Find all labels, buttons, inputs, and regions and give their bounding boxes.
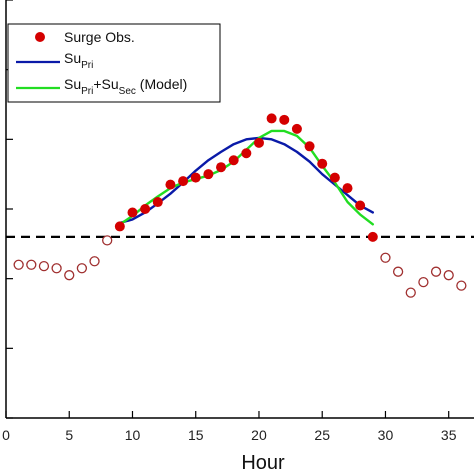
legend: Surge Obs. SuPri SuPri+SuSec (Model) [7,23,221,103]
obs-point-13 [279,114,290,125]
obs-point-4 [165,179,176,190]
obs-point-6 [190,172,201,183]
obs-open-point-1 [26,259,37,270]
obs-point-1 [127,207,138,218]
x-tick-label-2: 10 [125,427,141,443]
x-tick-label-1: 5 [65,427,73,443]
legend-model-suffix: (Model) [136,76,187,92]
obs-point-7 [203,169,214,180]
obs-open-point-12 [430,266,442,277]
obs-point-8 [216,162,227,173]
obs-point-9 [228,155,239,166]
legend-supri-main: Su [64,50,81,66]
obs-point-0 [114,221,125,232]
obs-point-19 [355,200,366,211]
obs-point-17 [329,172,340,183]
obs-open-point-7 [102,235,113,246]
x-tick-label-7: 35 [441,427,457,443]
legend-label-supri: SuPri [64,50,93,71]
x-tick-label-6: 30 [378,427,394,443]
obs-point-12 [266,113,277,124]
x-tick-label-5: 25 [314,427,330,443]
plot-area: 0 5 10 15 20 25 30 35 [2,0,474,443]
legend-supri-sub: Pri [81,60,93,71]
obs-point-11 [253,137,264,148]
x-tick-label-3: 15 [188,427,204,443]
obs-open-point-10 [405,287,416,298]
obs-point-20 [367,231,378,242]
obs-point-14 [291,123,302,134]
obs-point-15 [304,141,315,152]
legend-model-main2: +Su [93,76,118,92]
obs-open-point-2 [38,260,50,272]
obs-open-point-0 [13,259,24,270]
obs-point-2 [140,204,151,214]
obs-open-point-3 [51,263,62,274]
obs-point-3 [152,197,163,208]
obs-point-18 [342,183,353,194]
legend-label-model: SuPri+SuSec (Model) [64,76,187,97]
obs-open-point-8 [380,252,391,263]
obs-point-5 [178,176,189,187]
x-tick-label-4: 20 [251,427,267,443]
obs-point-16 [317,158,328,169]
legend-model-sub2: Sec [119,86,136,97]
obs-open-point-11 [418,276,429,288]
obs-open-point-5 [76,263,88,274]
obs-open-point-14 [456,280,467,291]
legend-model-main1: Su [64,76,81,92]
legend-label-surge-obs: Surge Obs. [64,29,135,45]
obs-point-10 [241,148,252,159]
x-tick-label-0: 0 [2,427,10,443]
obs-open-point-9 [392,266,404,277]
obs-open-point-4 [64,270,75,281]
obs-open-point-6 [89,256,100,267]
x-axis-label: Hour [241,452,285,474]
legend-model-sub1: Pri [81,86,93,97]
legend-marker-surge-obs [35,32,45,42]
obs-open-point-13 [443,270,454,281]
